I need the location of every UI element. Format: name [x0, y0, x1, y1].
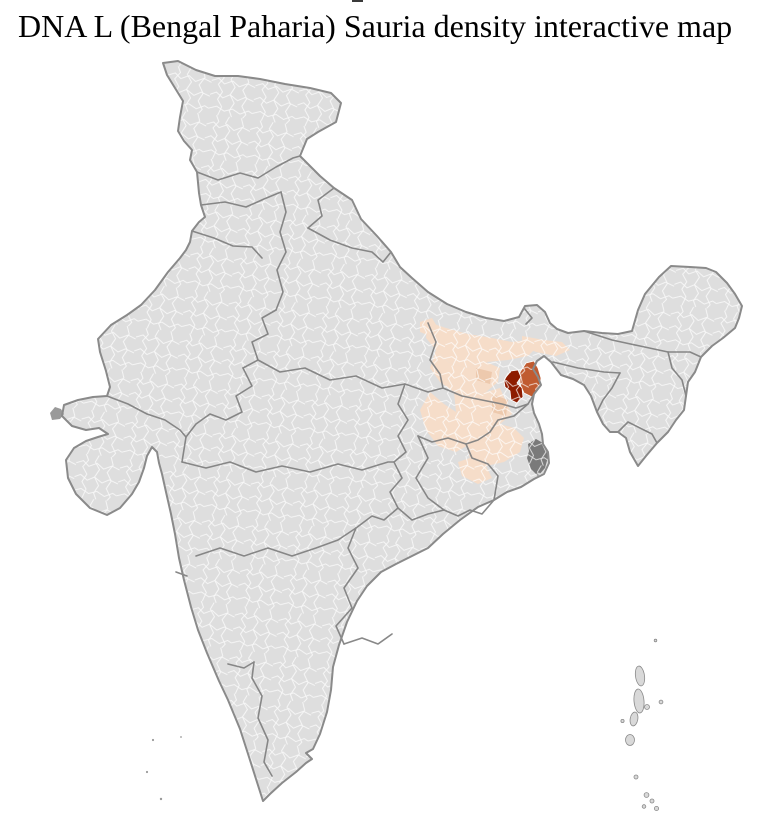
- state-borders: [106, 155, 702, 777]
- india-map[interactable]: [50, 60, 743, 812]
- india-outline: [61, 60, 743, 802]
- top-edge-artifact: [352, 0, 363, 2]
- page-title: DNA L (Bengal Paharia) Sauria density in…: [18, 8, 733, 44]
- lakshadweep-islands: [145, 736, 182, 801]
- kutch-west-islets: [50, 407, 64, 420]
- andaman-nicobar-islands: [620, 638, 664, 812]
